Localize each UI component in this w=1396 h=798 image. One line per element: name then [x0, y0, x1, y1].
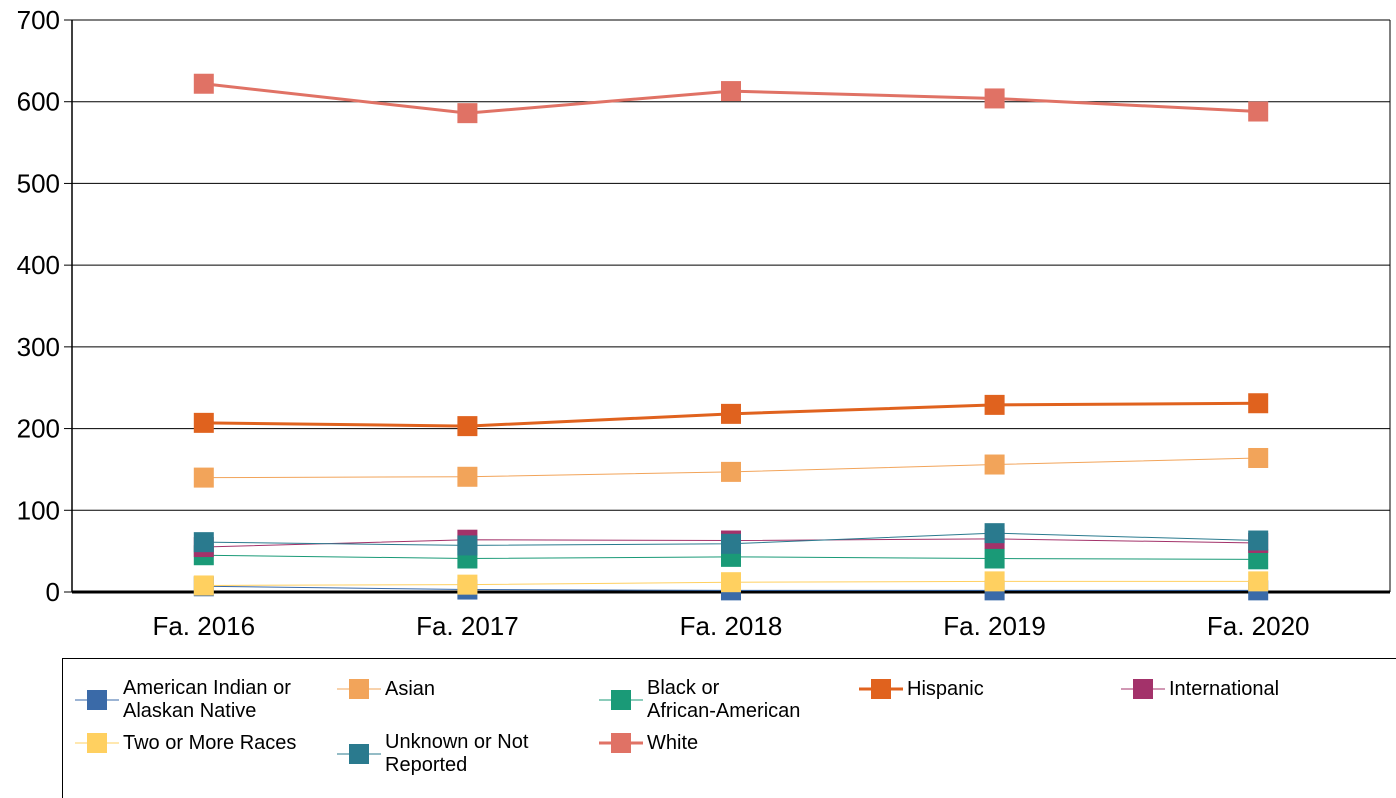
- legend-swatch: [75, 690, 119, 710]
- y-tick-label: 300: [17, 332, 60, 362]
- y-tick-label: 500: [17, 168, 60, 198]
- data-point: [193, 73, 214, 94]
- x-tick-label: Fa. 2016: [152, 611, 255, 641]
- series-asian: [193, 447, 1269, 488]
- data-point: [457, 574, 478, 595]
- data-point: [1248, 447, 1269, 468]
- data-point: [193, 412, 214, 433]
- data-point: [1248, 571, 1269, 592]
- legend-item-black-or-african-american: Black or African-American: [599, 677, 800, 723]
- data-point: [984, 571, 1005, 592]
- legend-swatch: [75, 733, 119, 753]
- legend-swatch: [599, 690, 643, 710]
- legend-label: White: [647, 731, 699, 754]
- series-two-or-more-races: [193, 571, 1269, 596]
- data-point: [984, 454, 1005, 475]
- series-group: [193, 73, 1269, 601]
- y-tick-label: 0: [46, 577, 60, 607]
- data-point: [721, 81, 741, 102]
- y-tick-label: 400: [17, 250, 60, 280]
- data-point: [984, 548, 1005, 569]
- series-unknown-or-not-reported: [193, 523, 1269, 556]
- legend-swatch: [337, 679, 381, 699]
- legend-item-american-indian-or-alaskan-native: American Indian or Alaskan Native: [75, 677, 291, 723]
- data-point: [457, 535, 478, 556]
- legend-item-asian: Asian: [337, 677, 435, 701]
- y-tick-label: 600: [17, 87, 60, 117]
- legend-swatch: [337, 744, 381, 764]
- legend-label: Hispanic: [907, 677, 984, 700]
- x-tick-label: Fa. 2020: [1207, 611, 1310, 641]
- data-point: [193, 575, 214, 596]
- legend-swatch: [599, 733, 643, 753]
- x-tick-label: Fa. 2019: [943, 611, 1046, 641]
- series-hispanic: [193, 393, 1269, 437]
- gridlines: [71, 19, 1391, 594]
- y-tick-label: 100: [17, 495, 60, 525]
- data-point: [984, 523, 1005, 544]
- y-tick-label: 700: [17, 5, 60, 35]
- data-point: [1248, 530, 1269, 551]
- data-point: [193, 467, 214, 488]
- legend-item-hispanic: Hispanic: [859, 677, 984, 701]
- data-point: [1248, 549, 1269, 570]
- data-point: [984, 88, 1005, 109]
- x-tick-label: Fa. 2018: [680, 611, 783, 641]
- legend-label: Unknown or Not Reported: [385, 731, 529, 776]
- legend-label: Asian: [385, 677, 436, 700]
- legend-swatch: [859, 679, 903, 699]
- legend-label: American Indian or Alaskan Native: [123, 677, 291, 722]
- legend-label: Two or More Races: [123, 731, 297, 754]
- x-axis-ticks: Fa. 2016 Fa. 2017 Fa. 2018 Fa. 2019 Fa. 2020: [152, 611, 1309, 641]
- data-point: [1248, 101, 1269, 122]
- legend-label: International: [1169, 677, 1280, 700]
- data-point: [984, 394, 1005, 415]
- data-point: [721, 533, 741, 554]
- data-point: [721, 572, 741, 593]
- legend-item-international: International: [1121, 677, 1279, 701]
- legend-swatch: [1121, 679, 1165, 699]
- data-point: [1248, 393, 1269, 414]
- data-point: [457, 466, 478, 487]
- data-point: [457, 416, 478, 437]
- y-tick-label: 200: [17, 414, 60, 444]
- legend-label: Black or African-American: [647, 677, 801, 722]
- legend-item-unknown-or-not-reported: Unknown or Not Reported: [337, 731, 528, 777]
- legend: American Indian or Alaskan Native Asian Bl…: [62, 658, 1396, 798]
- series-white: [193, 73, 1269, 124]
- y-axis-ticks: 0 100 200 300 400 500 600 700: [17, 5, 72, 607]
- legend-item-white: White: [599, 731, 698, 755]
- data-point: [457, 103, 478, 124]
- data-point: [721, 461, 741, 482]
- data-point: [193, 532, 214, 553]
- legend-item-two-or-more-races: Two or More Races: [75, 731, 296, 755]
- data-point: [721, 403, 741, 424]
- x-tick-label: Fa. 2017: [416, 611, 519, 641]
